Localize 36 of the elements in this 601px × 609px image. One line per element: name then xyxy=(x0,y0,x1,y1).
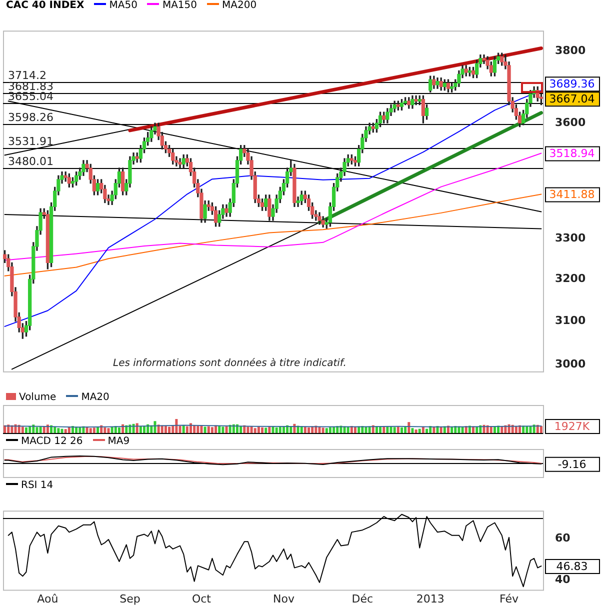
ref-line-label: 3598.26 xyxy=(8,110,54,124)
legend-label: MA200 xyxy=(221,0,257,11)
x-tick-label: Oct xyxy=(192,592,212,606)
x-tick-label: Aoû xyxy=(37,592,58,606)
legend-label: MACD 12 26 xyxy=(20,436,83,447)
y-tick-label: 3800 xyxy=(555,44,586,58)
data-label: 46.83 xyxy=(556,560,588,573)
y-tick-label: 3200 xyxy=(555,272,586,286)
y-tick-label: 3100 xyxy=(555,314,586,328)
legend-label: MA50 xyxy=(108,0,138,11)
legend-label: MA9 xyxy=(106,436,130,447)
y-tick-label: 3000 xyxy=(555,358,586,371)
x-tick-label: 2013 xyxy=(416,592,444,606)
data-label: 3689.36 xyxy=(549,77,595,90)
legend-label: MA20 xyxy=(80,392,110,403)
ref-line-label: 3714.2 xyxy=(8,68,46,82)
annotation: Les informations sont données à titre indicatif. xyxy=(113,358,346,369)
text: 3667.04 xyxy=(549,92,595,106)
y-tick-label: 40 xyxy=(555,573,571,586)
data-label: 3518.94 xyxy=(549,147,595,160)
y-tick-label: 60 xyxy=(555,531,571,544)
ref-line-label: 3531.91 xyxy=(8,134,54,148)
ref-line-label: 3480.01 xyxy=(8,154,54,168)
x-tick-label: Nov xyxy=(272,592,295,606)
x-tick-label: Fév xyxy=(500,592,520,606)
y-tick-label: 3300 xyxy=(555,231,586,244)
y-tick-label: 3600 xyxy=(555,116,586,129)
legend-label: RSI 14 xyxy=(20,480,54,491)
legend-label: MA150 xyxy=(161,0,197,11)
data-label: 3411.88 xyxy=(549,188,595,202)
x-tick-label: Déc xyxy=(352,592,374,606)
text: -9.16 xyxy=(558,458,586,471)
legend-label: Volume xyxy=(18,392,56,403)
text: 1927K xyxy=(554,420,590,433)
x-tick-label: Sep xyxy=(120,592,140,606)
chart-title: CAC 40 INDEX xyxy=(6,0,84,11)
